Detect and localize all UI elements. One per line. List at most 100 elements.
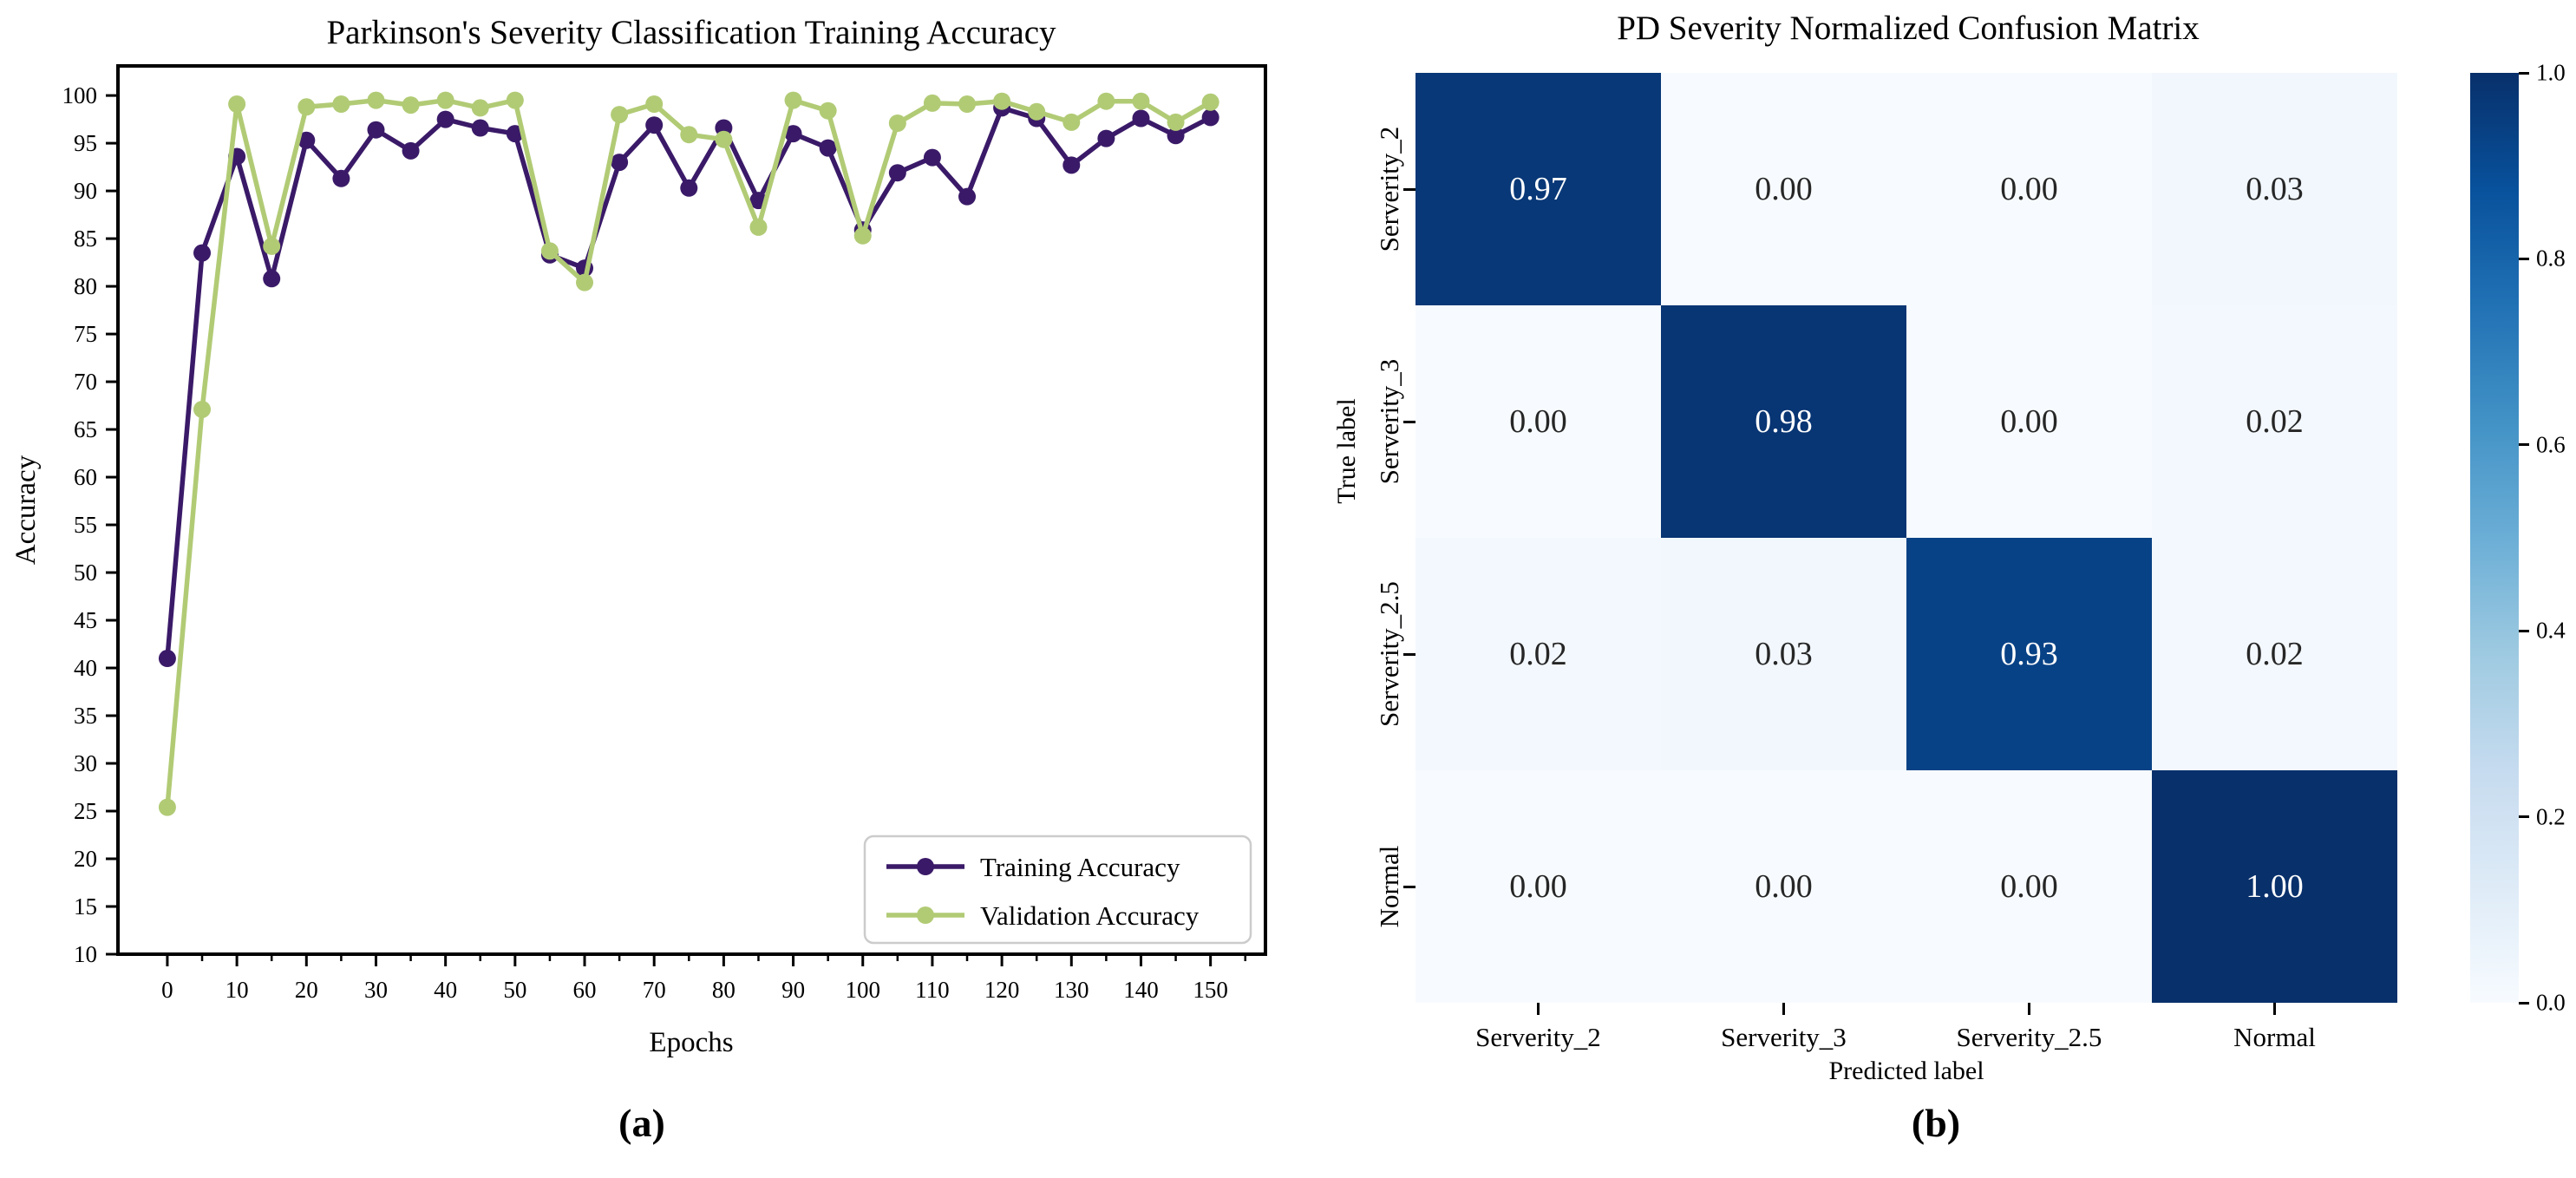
data-point-marker [1132, 109, 1150, 128]
matrix-cell-value: 0.00 [2000, 868, 2058, 905]
chart-a-plot-frame [116, 64, 1267, 956]
data-point-marker [436, 91, 454, 109]
y-tick [1403, 652, 1415, 656]
x-tick-label: 110 [915, 977, 950, 1003]
chart-a-axis-ticks: 0 10 20 30 40 50 60 70 80 90 100 110 120 130 140 150 10 1… [62, 82, 1246, 1003]
data-point-marker [402, 96, 420, 115]
data-point-marker [680, 126, 698, 144]
data-point-marker [853, 226, 872, 245]
x-tick-label: 0 [161, 977, 173, 1003]
colorbar-tick-label: 0.2 [2536, 803, 2566, 830]
data-point-marker [645, 95, 664, 113]
matrix-cell-value: 0.02 [2246, 403, 2304, 440]
colorbar-tick-label: 1.0 [2536, 59, 2566, 86]
chart-a-title: Parkinson's Severity Classification Trai… [326, 14, 1056, 51]
y-tick-label: Serverity_3 [1374, 358, 1404, 485]
matrix-cell: 0.02 [2152, 305, 2397, 538]
x-tick-label: 50 [503, 977, 526, 1003]
data-point-marker [471, 99, 489, 117]
colorbar-tick [2519, 1001, 2529, 1005]
x-tick-label: 10 [226, 977, 249, 1003]
matrix-cell: 0.00 [1415, 305, 1661, 538]
data-point-marker [332, 95, 350, 113]
x-tick-label: 150 [1193, 977, 1228, 1003]
colorbar-tick-label: 0.6 [2536, 431, 2566, 458]
y-tick-label: 45 [74, 607, 97, 633]
y-tick-label: 50 [74, 560, 97, 586]
data-point-marker [888, 164, 906, 182]
data-point-marker [958, 187, 977, 206]
data-point-marker [506, 91, 524, 109]
x-tick [1782, 1003, 1785, 1015]
y-tick [1403, 187, 1415, 191]
matrix-cell: 0.97 [1415, 73, 1661, 305]
data-point-marker [297, 98, 316, 116]
matrix-cell-value: 0.00 [2000, 403, 2058, 440]
matrix-cell: 0.00 [1906, 770, 2152, 1003]
y-tick-label: 80 [74, 273, 97, 299]
legend-training-marker [917, 858, 934, 875]
matrix-cell-value: 0.03 [2246, 171, 2304, 207]
x-tick [2028, 1003, 2030, 1015]
data-point-marker [958, 95, 977, 113]
x-tick-label: Serverity_3 [1721, 1022, 1847, 1052]
x-tick-label: 100 [845, 977, 880, 1003]
data-point-marker [819, 139, 837, 157]
matrix-cell: 0.00 [1661, 770, 1906, 1003]
data-point-marker [332, 169, 350, 187]
y-tick-label: 10 [74, 941, 97, 967]
matrix-cell: 1.00 [2152, 770, 2397, 1003]
matrix-cell: 0.00 [1415, 770, 1661, 1003]
x-tick-label: 70 [643, 977, 666, 1003]
data-point-marker [1167, 113, 1185, 131]
chart-b-x-axis-label: Predicted label [1828, 1057, 1984, 1085]
y-tick-label: 15 [74, 893, 97, 919]
y-tick-label: 40 [74, 655, 97, 681]
matrix-cell: 0.02 [2152, 538, 2397, 770]
data-point-marker [297, 131, 316, 149]
chart-a-y-axis-label: Accuracy [10, 455, 42, 565]
matrix-cell-value: 0.97 [1509, 171, 1567, 207]
matrix-cell-value: 0.00 [1755, 868, 1813, 905]
data-point-marker [819, 101, 837, 120]
y-tick-label: 20 [74, 846, 97, 872]
x-tick-label: 120 [984, 977, 1020, 1003]
y-tick-label: 60 [74, 464, 97, 490]
data-point-marker [576, 273, 594, 291]
matrix-cell-value: 1.00 [2246, 868, 2304, 905]
matrix-cell-value: 0.00 [1509, 403, 1567, 440]
y-tick-label: 70 [74, 369, 97, 395]
data-point-marker [402, 141, 420, 160]
chart-a-legend: Training Accuracy Validation Accuracy [863, 834, 1252, 945]
colorbar-tick [2519, 815, 2529, 819]
x-tick-label: 20 [295, 977, 318, 1003]
data-point-marker [611, 106, 629, 124]
data-point-marker [923, 148, 941, 167]
panel-b-label: (b) [1911, 1101, 1961, 1145]
matrix-cell-value: 0.00 [2000, 171, 2058, 207]
y-tick [1403, 420, 1415, 423]
data-point-marker [1097, 92, 1115, 110]
matrix-cell-value: 0.03 [1755, 636, 1813, 672]
legend-validation-marker [917, 906, 934, 924]
data-point-marker [158, 798, 176, 816]
y-tick-label: 35 [74, 703, 97, 729]
matrix-cell-value: 0.93 [2000, 636, 2058, 672]
y-tick-label: 85 [74, 226, 97, 252]
data-point-marker [923, 94, 941, 112]
x-tick-label: 140 [1123, 977, 1159, 1003]
matrix-cell: 0.93 [1906, 538, 2152, 770]
x-tick-label: 30 [364, 977, 388, 1003]
chart-a-data-series [158, 91, 1219, 816]
data-point-marker [367, 91, 385, 109]
y-tick [1403, 885, 1415, 888]
matrix-cell: 0.02 [1415, 538, 1661, 770]
data-point-marker [471, 119, 489, 137]
data-point-marker [193, 400, 212, 418]
x-tick-label: 60 [573, 977, 597, 1003]
data-point-marker [263, 237, 281, 255]
data-point-marker [680, 179, 698, 197]
data-point-marker [611, 154, 629, 172]
y-tick-label: 75 [74, 321, 97, 347]
data-point-marker [436, 110, 454, 128]
